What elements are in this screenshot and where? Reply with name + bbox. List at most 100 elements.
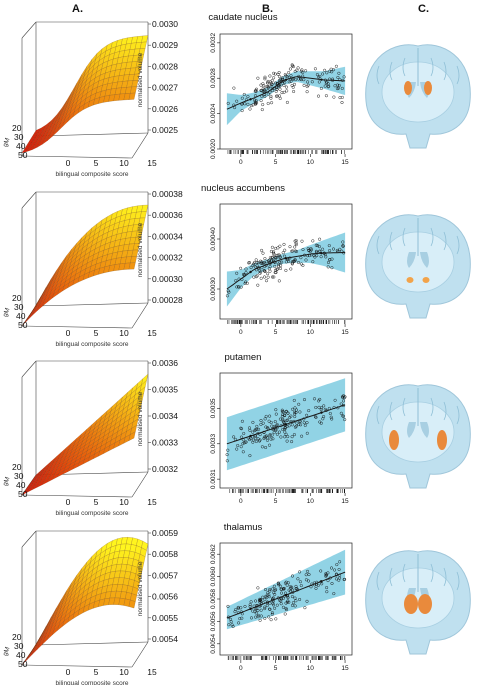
data-point bbox=[279, 591, 284, 595]
data-point bbox=[269, 437, 273, 441]
fit-marker bbox=[284, 423, 288, 426]
data-point bbox=[287, 71, 291, 75]
data-point bbox=[297, 402, 301, 406]
data-point bbox=[291, 85, 295, 89]
data-point bbox=[265, 593, 269, 597]
brain-section-3 bbox=[365, 384, 471, 489]
data-point bbox=[252, 260, 257, 265]
data-point bbox=[295, 421, 299, 425]
plot-frame bbox=[219, 33, 353, 150]
data-point bbox=[326, 579, 330, 583]
data-point bbox=[226, 101, 230, 105]
x-tick-label: 15 bbox=[147, 158, 157, 168]
data-point bbox=[267, 595, 271, 599]
data-point bbox=[272, 71, 276, 75]
data-point bbox=[269, 618, 273, 622]
ventricle-left bbox=[407, 422, 416, 438]
data-point bbox=[258, 269, 262, 273]
data-point bbox=[293, 249, 297, 253]
data-point bbox=[261, 103, 265, 107]
data-point bbox=[306, 80, 310, 84]
data-point bbox=[240, 616, 244, 620]
gm-tick-label: 30 bbox=[14, 471, 24, 481]
data-point bbox=[285, 424, 289, 428]
y-tick-label: 0.0024 bbox=[210, 103, 217, 123]
data-point bbox=[293, 410, 297, 414]
data-point bbox=[290, 262, 294, 266]
data-point bbox=[311, 239, 315, 243]
y-tick-label: 0.00040 bbox=[210, 227, 217, 251]
data-point bbox=[313, 415, 317, 419]
x-tick-label: 0 bbox=[66, 667, 71, 677]
data-point bbox=[317, 80, 321, 84]
data-point bbox=[265, 603, 269, 608]
data-point bbox=[282, 586, 286, 591]
data-point bbox=[313, 67, 317, 71]
data-point bbox=[244, 267, 248, 271]
data-point bbox=[334, 64, 338, 68]
data-point bbox=[275, 423, 279, 427]
gm-tick-label: 20 bbox=[12, 462, 22, 472]
panel-title-caudate: caudate nucleus bbox=[208, 12, 278, 23]
scatter-plot-4 bbox=[217, 542, 353, 663]
box-edge bbox=[35, 302, 149, 307]
box-edge bbox=[21, 664, 133, 668]
data-point bbox=[256, 613, 260, 617]
gm-tick-label: 50 bbox=[18, 320, 28, 330]
data-point bbox=[306, 83, 310, 87]
data-point bbox=[314, 415, 318, 419]
brain-section-4 bbox=[365, 550, 471, 655]
data-point bbox=[298, 410, 302, 414]
fit-marker bbox=[249, 270, 252, 274]
data-point bbox=[235, 271, 239, 275]
gyrus-line bbox=[430, 57, 434, 77]
data-point bbox=[275, 87, 279, 92]
data-point bbox=[239, 445, 243, 449]
data-point bbox=[259, 608, 263, 612]
x-axis-label: bilingual composite score bbox=[56, 680, 129, 685]
z-tick-label: 0.0033 bbox=[152, 438, 178, 448]
data-point bbox=[304, 69, 308, 73]
ventricle-right bbox=[420, 422, 429, 438]
surface-facet bbox=[128, 431, 136, 441]
data-point bbox=[263, 89, 267, 93]
data-point bbox=[253, 98, 257, 102]
data-point bbox=[253, 100, 257, 104]
data-point bbox=[265, 85, 269, 89]
data-point bbox=[263, 77, 267, 81]
data-point bbox=[269, 420, 273, 425]
data-point bbox=[237, 621, 241, 625]
data-point bbox=[272, 250, 276, 254]
y-tick-label: 0.0032 bbox=[210, 33, 217, 53]
data-point bbox=[287, 588, 291, 592]
data-point bbox=[235, 285, 239, 289]
data-point bbox=[330, 417, 334, 421]
data-point bbox=[242, 431, 246, 436]
data-point bbox=[266, 92, 270, 96]
data-point bbox=[294, 424, 298, 428]
data-point bbox=[244, 271, 248, 275]
data-point bbox=[266, 275, 270, 279]
data-point bbox=[242, 92, 246, 97]
data-point bbox=[285, 439, 289, 443]
data-point bbox=[290, 574, 295, 578]
data-point bbox=[315, 73, 319, 77]
gyrus-line bbox=[456, 65, 460, 85]
z-tick-label: 0.0054 bbox=[152, 634, 178, 644]
data-point bbox=[270, 245, 274, 249]
data-point bbox=[336, 86, 341, 90]
x-tick-label: 5 bbox=[94, 667, 99, 677]
data-point bbox=[281, 419, 285, 423]
data-point bbox=[244, 440, 248, 444]
x-tick-label: 0 bbox=[239, 329, 243, 336]
data-point bbox=[319, 406, 324, 410]
data-point bbox=[290, 595, 294, 599]
data-point bbox=[305, 413, 309, 417]
z-tick-label: 0.0057 bbox=[152, 570, 178, 580]
data-point bbox=[319, 86, 323, 90]
data-point bbox=[272, 275, 276, 279]
data-point bbox=[279, 263, 283, 267]
data-point bbox=[253, 89, 257, 93]
data-point bbox=[278, 417, 282, 421]
data-point bbox=[256, 586, 260, 590]
